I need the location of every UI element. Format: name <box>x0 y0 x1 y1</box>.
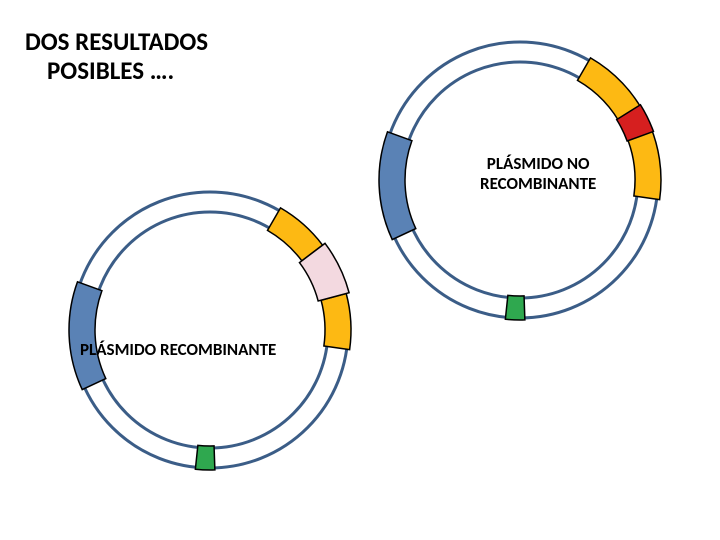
page-title: DOS RESULTADOS POSIBLES …. <box>25 28 208 86</box>
title-line2: POSIBLES …. <box>25 57 208 86</box>
label-nonrec-line1: PLÁSMIDO NO <box>480 154 596 174</box>
label-non-recombinant: PLÁSMIDO NO RECOMBINANTE <box>480 154 596 195</box>
segment-yellow-right <box>321 294 351 350</box>
title-line1: DOS RESULTADOS <box>25 28 208 57</box>
segment-blue-left <box>379 132 416 240</box>
segment-green-ori <box>505 295 525 320</box>
plasmid-recombinant <box>60 180 360 480</box>
segment-green-ori <box>195 445 215 470</box>
segment-blue-left <box>69 282 106 390</box>
label-nonrec-line2: RECOMBINANTE <box>480 174 596 194</box>
label-recombinant: PLÁSMIDO RECOMBINANTE <box>80 340 276 360</box>
